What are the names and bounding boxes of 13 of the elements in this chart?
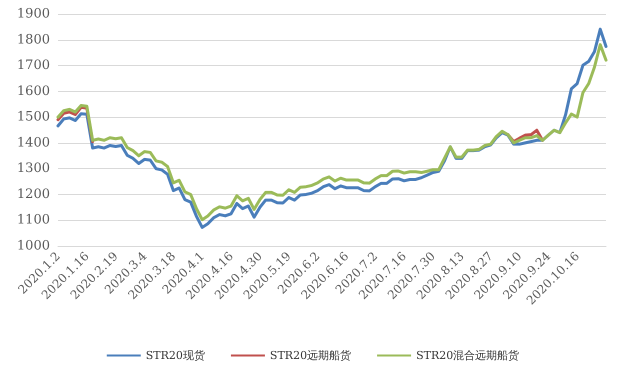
y-tick-label: 1800 [16,32,50,48]
y-tick-label: 1900 [16,6,50,22]
legend-label: STR20混合远期船货 [416,349,520,362]
y-tick-label: 1200 [16,186,50,202]
legend-label: STR20现货 [146,349,205,362]
y-tick-label: 1600 [16,84,50,99]
legend-label: STR20远期船货 [270,349,352,362]
y-tick-label: 1300 [16,161,50,176]
y-tick-label: 1100 [16,212,50,228]
y-tick-label: 1000 [16,238,50,254]
y-tick-label: 1400 [16,135,50,150]
y-tick-label: 1500 [16,110,50,125]
y-tick-label: 1700 [16,58,50,74]
